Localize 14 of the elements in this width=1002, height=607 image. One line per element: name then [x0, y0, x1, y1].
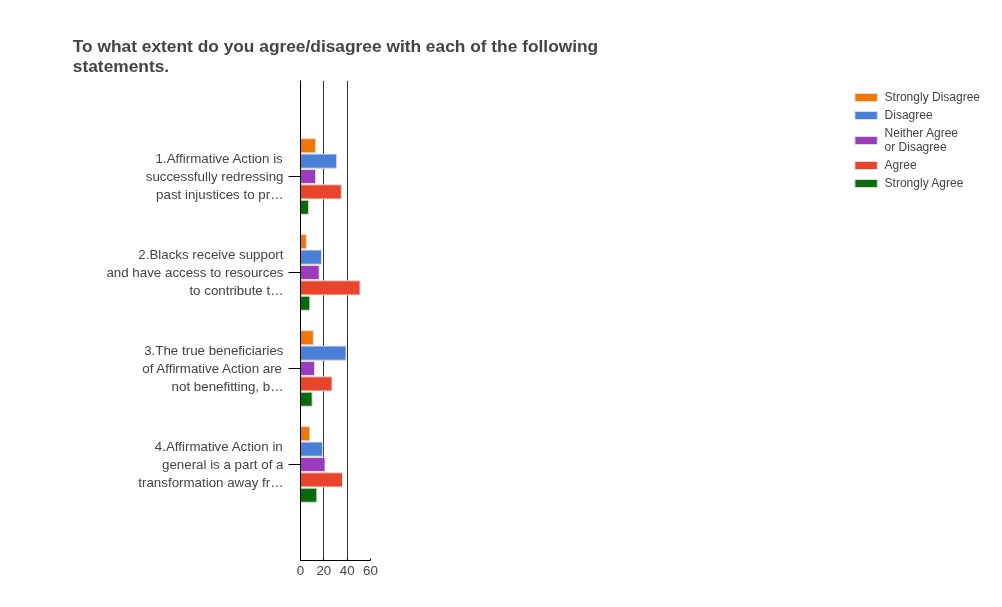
legend-label: Disagree: [884, 108, 933, 122]
legend-label: Strongly Agree: [884, 176, 964, 190]
x-tick-label: 20: [316, 562, 332, 578]
x-tick-label: 60: [363, 562, 378, 578]
legend-label: Neither Agree or Disagree: [884, 126, 958, 154]
x-tick-label: 40: [339, 562, 355, 578]
chart-title: To what extent do you agree/disagree with each of the following statements.: [72, 35, 599, 76]
x-tick-label: 0: [296, 562, 305, 578]
y-tick-label: 3.The true beneficiaries of Affirmative Action are not benefitting, b…: [142, 343, 284, 394]
y-tick-label: 1.Affirmative Action is successfully redressing past injustices to pr…: [145, 151, 284, 202]
legend-label: Agree: [884, 158, 917, 172]
y-tick-label: 4.Affirmative Action in general is a part of a transformation away fr…: [138, 439, 285, 490]
legend-label: Strongly Disagree: [884, 90, 980, 104]
y-tick-label: 2.Blacks receive support and have access to resources to contribute t…: [106, 247, 284, 298]
